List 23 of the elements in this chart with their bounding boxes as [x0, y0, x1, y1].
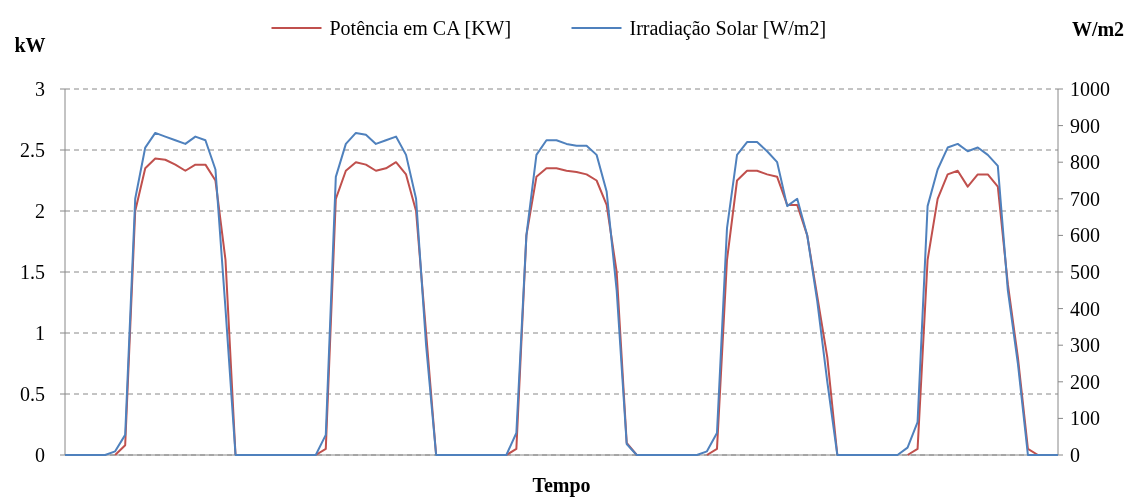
y2-tick-label: 500: [1070, 261, 1100, 283]
y2-tick-label: 1000: [1070, 78, 1110, 100]
y-tick-label: 2: [35, 200, 45, 222]
y2-tick-label: 300: [1070, 334, 1100, 357]
y2-tick-label: 900: [1070, 114, 1100, 137]
y-tick-label: 2.5: [20, 139, 45, 161]
y-tick-label: 0: [35, 444, 45, 466]
x-axis-title: Tempo: [532, 474, 591, 497]
y2-tick-label: 800: [1070, 151, 1100, 174]
y2-tick-label: 600: [1070, 224, 1100, 247]
legend-label: Potência em CA [KW]: [329, 17, 512, 39]
y2-tick-label: 100: [1070, 407, 1100, 430]
y2-tick-label: 700: [1070, 187, 1100, 210]
y-tick-label: 1.5: [20, 261, 45, 283]
y-tick-label: 1: [35, 322, 45, 344]
y-tick-label: 0.5: [20, 383, 45, 405]
y2-tick-label: 200: [1070, 370, 1100, 393]
y2-tick-label: 0: [1070, 444, 1080, 466]
y2-tick-label: 400: [1070, 297, 1100, 320]
y-axis-title: kW: [14, 34, 46, 56]
y-tick-label: 3: [35, 78, 45, 100]
y2-axis-title: W/m2: [1071, 18, 1125, 40]
legend-label: Irradiação Solar [W/m2]: [629, 17, 827, 40]
